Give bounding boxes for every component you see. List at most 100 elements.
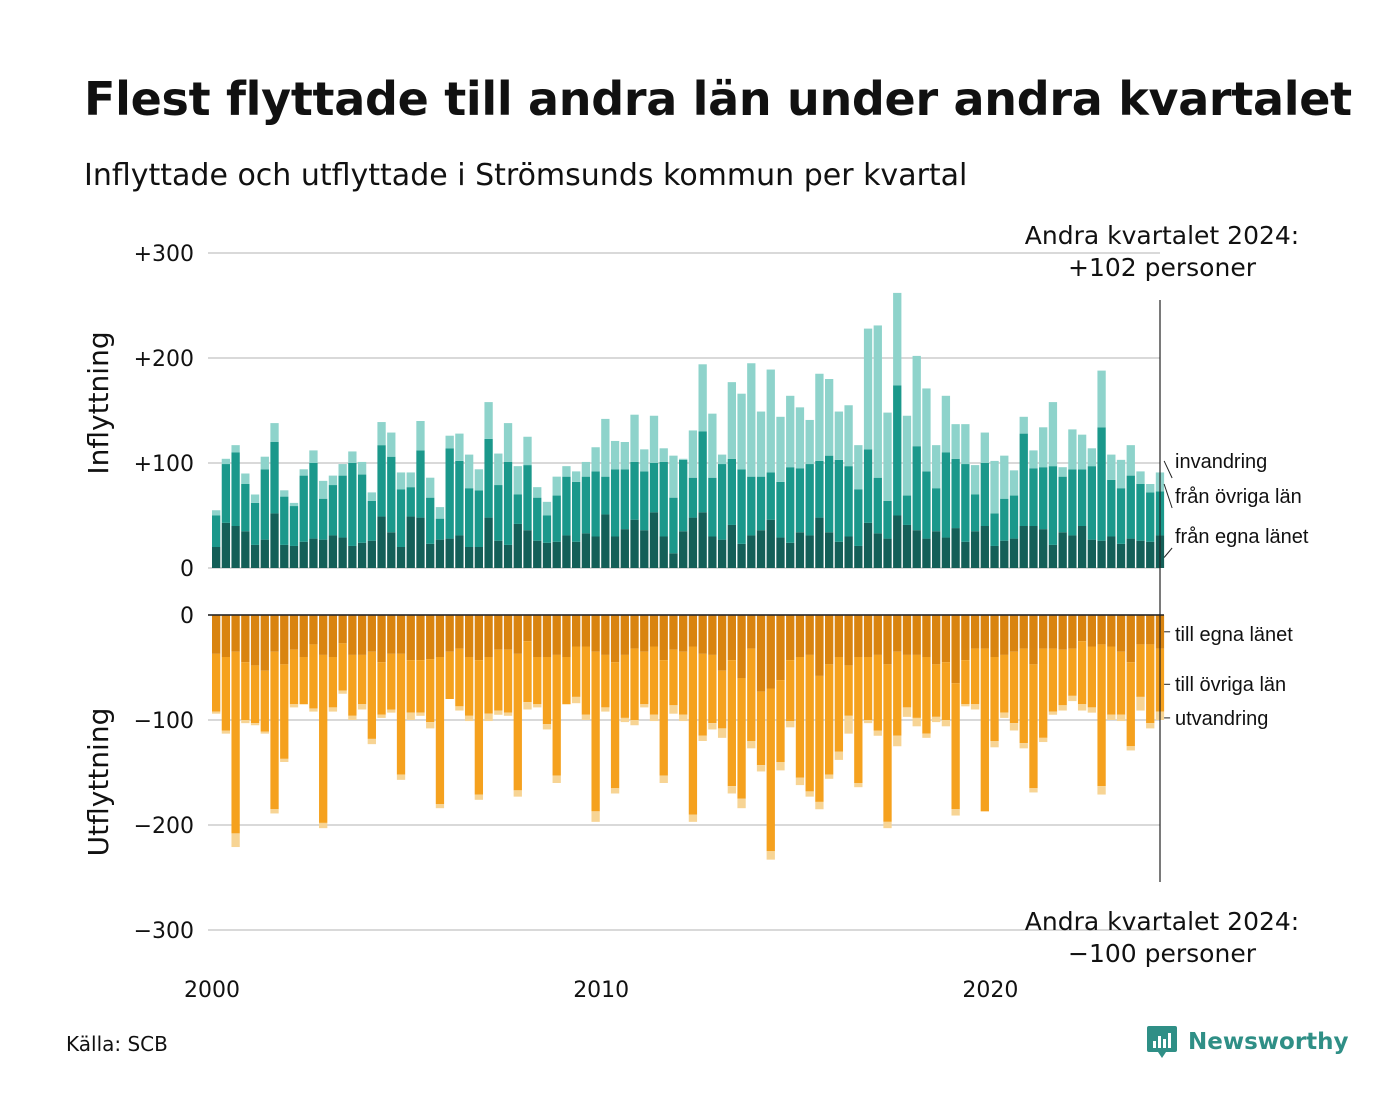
bar-in-1 [542,515,552,543]
newsworthy-logo-text: Newsworthy [1188,1029,1349,1055]
bar-in-1 [319,498,328,540]
bar-in-2 [1000,455,1009,499]
bar-in-1 [581,476,591,534]
xtick-label: 2000 [184,978,240,1003]
bar-out-2 [951,809,960,816]
bar-out-1 [533,657,542,705]
bar-out-2 [737,798,746,809]
bar-in-0 [912,530,921,568]
bar-out-1 [990,657,999,741]
ytick-label-out: 0 [180,604,194,629]
bar-in-2 [299,469,308,476]
bar-out-1 [270,651,279,810]
bar-out-1 [766,688,775,852]
bar-in-2 [552,476,561,496]
bar-out-2 [1058,705,1067,711]
bar-out-0 [863,615,873,657]
bar-out-2 [610,788,620,794]
bar-out-0 [348,615,357,655]
bar-out-1 [1077,641,1087,705]
bar-out-0 [1029,615,1038,665]
bar-in-2 [805,419,814,465]
bar-in-1 [795,468,805,533]
bar-in-1 [1029,468,1038,526]
bar-out-0 [416,615,425,661]
bar-in-2 [260,456,269,470]
bar-in-2 [572,471,581,482]
bar-out-2 [776,762,785,771]
bar-out-2 [1107,714,1116,720]
bar-out-0 [932,615,941,665]
bar-out-2 [328,707,338,712]
bar-out-2 [581,714,591,720]
bar-out-0 [406,615,415,661]
bar-out-1 [679,651,688,715]
bar-in-2 [854,445,863,490]
bar-out-1 [1116,651,1126,715]
bar-in-1 [474,490,484,547]
bar-in-2 [747,363,756,477]
bar-in-1 [260,469,269,540]
bar-in-0 [980,526,989,568]
bar-in-1 [620,469,629,530]
bar-out-1 [815,675,824,802]
bar-out-1 [523,641,532,703]
bar-in-2 [503,423,513,462]
bar-out-0 [387,615,396,654]
bar-out-0 [464,615,474,657]
bar-out-0 [484,615,493,657]
bar-out-0 [610,615,620,663]
bar-out-2 [250,723,260,726]
bar-in-1 [640,471,649,531]
bar-in-2 [824,379,834,456]
bar-out-1 [212,653,221,712]
bar-out-2 [513,790,522,797]
bar-in-1 [1077,469,1087,526]
bar-in-2 [932,445,941,489]
bar-in-0 [435,539,445,568]
bar-out-2 [630,720,639,726]
bar-out-0 [1107,615,1116,647]
bar-in-1 [1136,484,1145,541]
bar-in-1 [601,476,610,515]
bar-out-0 [270,615,279,652]
bar-in-2 [601,418,610,477]
bar-out-0 [990,615,999,657]
bar-out-1 [1048,648,1058,712]
bar-in-2 [591,447,600,472]
bar-out-0 [737,615,746,678]
bar-out-2 [844,715,853,734]
bar-out-1 [494,649,503,711]
bar-in-1 [464,488,474,547]
bar-in-0 [1048,544,1058,568]
legend-leader-in [1163,547,1173,558]
bar-in-0 [338,537,347,568]
bar-in-1 [552,495,561,542]
bar-in-1 [1097,427,1106,541]
bar-out-1 [883,664,892,822]
bar-in-1 [932,488,941,532]
bar-in-1 [1107,479,1116,537]
bar-in-1 [961,464,970,542]
bar-in-2 [280,490,289,497]
bar-in-0 [970,531,980,568]
bar-in-0 [1029,526,1038,568]
bar-in-2 [416,421,425,451]
bar-in-2 [708,413,717,478]
bar-out-1 [610,662,620,789]
bar-out-2 [1136,696,1145,711]
bar-in-1 [834,459,844,542]
bar-out-0 [708,615,717,655]
bar-out-1 [854,657,863,783]
bar-in-1 [1116,488,1126,544]
ytick-label-in: +300 [134,242,194,267]
bar-in-2 [961,424,970,465]
bar-out-2 [679,714,688,722]
chart-title: Flest flyttade till andra län under andr… [84,72,1352,126]
bar-out-0 [494,615,503,650]
bar-out-0 [1058,615,1067,650]
bar-out-1 [309,644,318,709]
bar-out-1 [396,653,406,775]
bar-in-1 [484,438,493,518]
bar-out-1 [484,657,493,714]
